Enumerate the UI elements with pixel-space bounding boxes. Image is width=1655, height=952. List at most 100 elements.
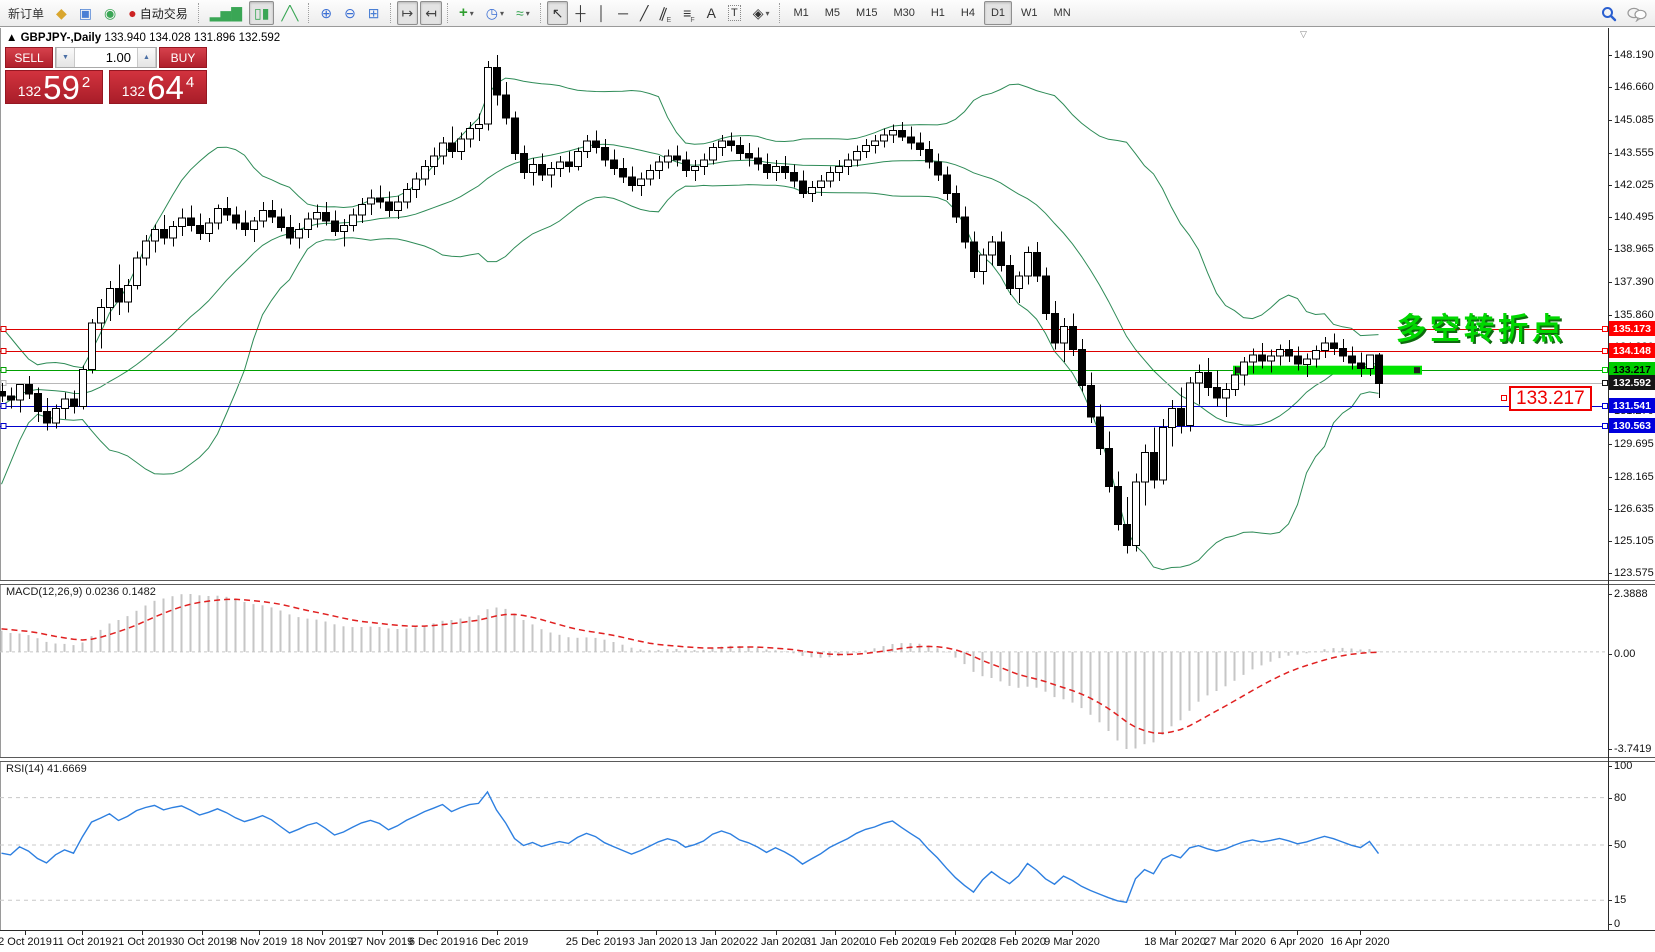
- text-icon[interactable]: A: [706, 5, 716, 21]
- candlestick-chart-icon[interactable]: ▯▮: [249, 1, 275, 25]
- buy-button[interactable]: BUY: [159, 47, 207, 68]
- chart-shift-icon[interactable]: ↤: [420, 1, 442, 25]
- line-chart-icon[interactable]: ╱╲: [281, 5, 299, 21]
- date-tick-label: 30 Oct 2019: [172, 936, 232, 948]
- date-tick-label: 16 Apr 2020: [1330, 936, 1390, 948]
- rsi-axis-tick: [1608, 900, 1612, 901]
- support-highlight-bar[interactable]: [1233, 365, 1422, 375]
- price-tick-label: 143.555: [1614, 147, 1654, 159]
- pane-separator-macd[interactable]: [0, 580, 1655, 585]
- price-tick: [1608, 185, 1612, 186]
- toolbar-separator: [308, 3, 310, 23]
- date-tick: [835, 931, 836, 935]
- date-tick: [25, 931, 26, 935]
- timeframe-h1-button[interactable]: H1: [930, 7, 945, 19]
- timeframe-m5-button[interactable]: M5: [824, 7, 841, 19]
- tile-windows-icon[interactable]: ⊞: [367, 5, 380, 21]
- price-tick: [1608, 249, 1612, 250]
- timeframe-h4-button[interactable]: H4: [960, 7, 975, 19]
- date-tick-label: 18 Nov 2019: [290, 936, 354, 948]
- chart-left-border: [0, 28, 1, 930]
- cursor-icon[interactable]: ↖: [546, 1, 569, 25]
- timeframe-w1-button[interactable]: W1: [1021, 7, 1038, 19]
- price-badge: 131.541: [1609, 398, 1655, 413]
- rsi-indicator-label: RSI(14) 41.6669: [6, 763, 87, 775]
- price-axis-border: [1608, 28, 1609, 930]
- callout-connector: [1501, 395, 1507, 402]
- date-tick: [259, 931, 260, 935]
- price-tick-label: 125.105: [1614, 535, 1654, 547]
- symbol-search-icon[interactable]: [1601, 6, 1617, 22]
- vertical-line-icon[interactable]: │: [597, 5, 607, 21]
- volume-stepper[interactable]: ▼ 1.00 ▲: [55, 47, 157, 68]
- autotrading-button[interactable]: ● 自动交易: [128, 5, 188, 21]
- rsi-axis-label: 15: [1614, 894, 1627, 906]
- pane-separator-rsi[interactable]: [0, 757, 1655, 762]
- profiles-icon[interactable]: ◷ ▾: [485, 5, 505, 21]
- crosshair-icon[interactable]: ┼: [575, 5, 586, 21]
- rsi-level-lines: [0, 797, 1608, 901]
- equidistant-channel-icon[interactable]: ∥ E: [657, 4, 672, 24]
- date-tick: [322, 931, 323, 935]
- chat-icon[interactable]: [1627, 6, 1647, 22]
- chart-ohlc-title: ▲ GBPJPY-,Daily 133.940 134.028 131.896 …: [6, 32, 280, 44]
- candlesticks: [0, 55, 1383, 554]
- price-tick-label: 128.165: [1614, 471, 1654, 483]
- price-tick: [1608, 87, 1612, 88]
- price-badge-connector: [1602, 348, 1608, 354]
- macd-signal-line: [1, 598, 1379, 735]
- date-tick: [1235, 931, 1236, 935]
- date-tick: [597, 931, 598, 935]
- rsi-axis-label: 50: [1614, 839, 1627, 851]
- timeframe-m30-button[interactable]: M30: [893, 7, 915, 19]
- timeframe-m1-button[interactable]: M1: [793, 7, 809, 19]
- volume-increase-button[interactable]: ▲: [137, 48, 156, 67]
- rsi-axis-tick: [1608, 798, 1612, 799]
- macd-axis-tick: [1608, 654, 1612, 655]
- auto-scroll-icon[interactable]: ↦: [396, 1, 419, 25]
- date-tick: [1360, 931, 1361, 935]
- timeframe-d1-button[interactable]: D1: [983, 1, 1013, 25]
- date-tick-label: 2 Oct 2019: [0, 936, 52, 948]
- text-label-icon[interactable]: T: [723, 1, 746, 25]
- zoom-out-icon[interactable]: ⊖: [344, 5, 356, 21]
- bull-bear-turning-point-label[interactable]: 多空转折点: [1396, 313, 1566, 346]
- arrows-icon[interactable]: ◈ ▾: [752, 5, 770, 21]
- zoom-in-icon[interactable]: ⊕: [320, 5, 333, 21]
- macd-indicator-label: MACD(12,26,9) 0.0236 0.1482: [6, 586, 156, 598]
- new-chart-icon[interactable]: + ▾: [459, 4, 474, 21]
- sell-price-button[interactable]: 132 59 2: [5, 70, 103, 104]
- date-tick-label: 3 Jan 2020: [628, 936, 684, 948]
- chart-shift-marker[interactable]: ▽: [1300, 29, 1307, 39]
- trade-panel-collapse-icon[interactable]: ▲: [6, 32, 18, 44]
- volume-decrease-button[interactable]: ▼: [56, 48, 75, 67]
- date-tick-label: 19 Feb 2020: [924, 936, 986, 948]
- fibonacci-icon[interactable]: ≡ F: [683, 5, 695, 24]
- horizontal-line-icon[interactable]: ─: [618, 5, 629, 21]
- expert-advisors-icon[interactable]: ▣: [78, 5, 93, 21]
- signals-icon[interactable]: ◉: [104, 5, 117, 21]
- buy-price-button[interactable]: 132 64 4: [109, 70, 207, 104]
- volume-value[interactable]: 1.00: [105, 50, 131, 65]
- new-order-button[interactable]: 新订单: [8, 6, 45, 21]
- trendline-icon[interactable]: ╱: [640, 5, 649, 21]
- metatrader-icon[interactable]: ◆: [56, 5, 67, 21]
- toolbar-separator: [389, 3, 392, 23]
- timeframe-m15-button[interactable]: M15: [856, 7, 878, 19]
- date-tick-label: 21 Oct 2019: [112, 936, 172, 948]
- bar-chart-icon[interactable]: ▂▅▇: [209, 5, 243, 21]
- toolbar-separator: [539, 3, 542, 23]
- price-tick-label: 138.965: [1614, 243, 1654, 255]
- date-tick-label: 27 Mar 2020: [1204, 936, 1266, 948]
- macd-axis-label: -3.7419: [1614, 743, 1652, 755]
- sell-button[interactable]: SELL: [5, 47, 53, 68]
- date-tick-label: 27 Nov 2019: [350, 936, 414, 948]
- rsi-axis-tick: [1608, 924, 1612, 925]
- support-price-callout[interactable]: 133.217: [1509, 385, 1592, 411]
- price-tick-label: 142.025: [1614, 179, 1654, 191]
- indicators-list-icon[interactable]: ≈ ▾: [516, 5, 530, 21]
- price-tick-label: 126.635: [1614, 503, 1654, 515]
- timeframe-mn-button[interactable]: MN: [1053, 7, 1071, 19]
- bollinger-bands: [1, 77, 1379, 571]
- rsi-axis-label: 100: [1614, 760, 1633, 772]
